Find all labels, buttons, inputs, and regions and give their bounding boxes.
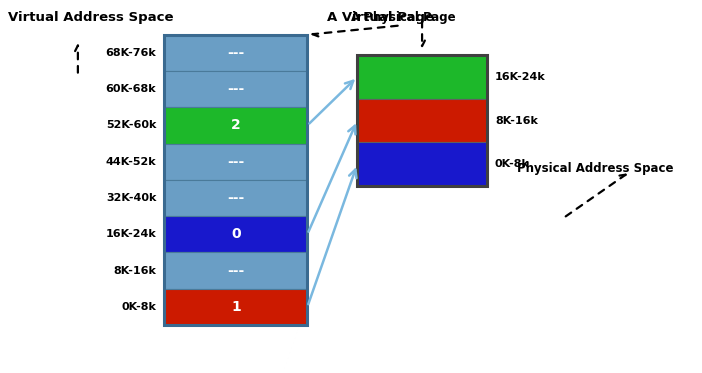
Bar xyxy=(357,55,487,99)
Bar xyxy=(164,180,307,216)
Bar xyxy=(164,35,307,71)
Text: 0: 0 xyxy=(231,227,241,241)
Text: Virtual Address Space: Virtual Address Space xyxy=(8,11,173,23)
Text: 60K-68k: 60K-68k xyxy=(106,84,157,94)
Text: 16K-24k: 16K-24k xyxy=(105,229,157,239)
Bar xyxy=(164,289,307,325)
Text: 0K-8k: 0K-8k xyxy=(121,302,157,312)
Bar xyxy=(164,35,307,325)
Text: 1: 1 xyxy=(231,300,241,314)
Text: ---: --- xyxy=(227,191,244,205)
Bar xyxy=(164,71,307,107)
Text: A Virtual Page: A Virtual Page xyxy=(327,11,435,23)
Text: Physical Address Space: Physical Address Space xyxy=(517,162,673,175)
Text: 2: 2 xyxy=(231,118,241,132)
Text: 52K-60k: 52K-60k xyxy=(106,120,157,131)
Bar xyxy=(357,55,487,186)
Bar xyxy=(357,99,487,142)
Text: 32K-40k: 32K-40k xyxy=(106,193,157,203)
Text: ---: --- xyxy=(227,46,244,60)
Bar xyxy=(164,253,307,289)
Text: 8K-16k: 8K-16k xyxy=(114,266,157,276)
Text: ---: --- xyxy=(227,82,244,96)
Text: A Physical Page: A Physical Page xyxy=(350,11,455,23)
Bar xyxy=(164,216,307,253)
Bar xyxy=(357,142,487,186)
Text: 68K-76k: 68K-76k xyxy=(105,48,157,58)
Bar xyxy=(164,144,307,180)
Text: ---: --- xyxy=(227,264,244,278)
Text: 44K-52k: 44K-52k xyxy=(106,157,157,167)
Text: ---: --- xyxy=(227,155,244,169)
Text: 8K-16k: 8K-16k xyxy=(495,116,538,126)
Text: 16K-24k: 16K-24k xyxy=(495,72,545,82)
Text: 0K-8k: 0K-8k xyxy=(495,159,530,169)
Bar xyxy=(164,107,307,144)
